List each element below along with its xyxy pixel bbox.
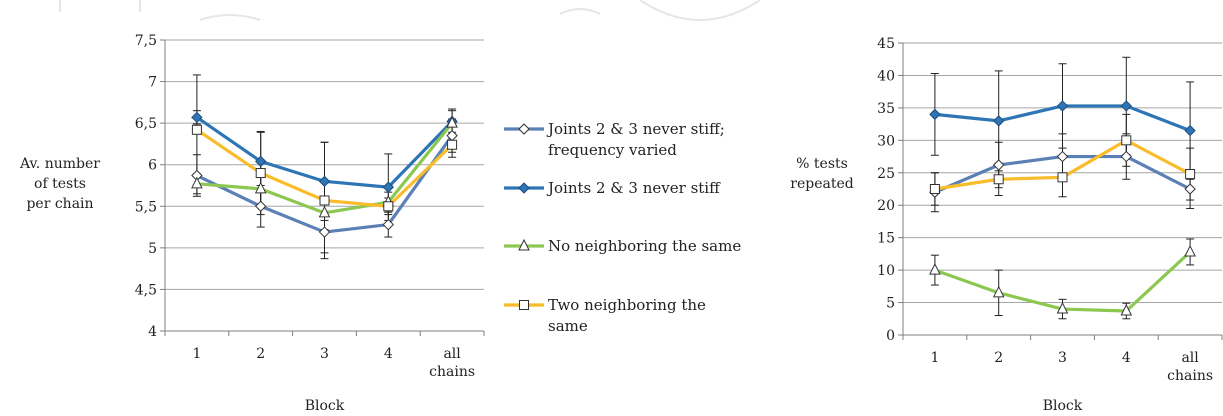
legend: Joints 2 & 3 never stiff; frequency varie… [504, 120, 741, 335]
data-point [1120, 303, 1133, 316]
legend-label: Joints 2 & 3 never stiff [546, 179, 721, 197]
y-tick-label: 30 [877, 133, 895, 149]
legend-item: Two neighboring the same [504, 296, 706, 335]
y-tick-label: 40 [877, 68, 895, 84]
x-axis-title: Block [305, 398, 345, 414]
chart-tests-per-chain: 4 4,5 5 5,5 6 6,5 7 7,5 1 2 3 4 all chains Block Av. nu… [19, 33, 485, 414]
data-point [1120, 150, 1133, 163]
data-point [1184, 183, 1196, 195]
legend-label: Two neighboring the [548, 296, 706, 314]
legend-marker [519, 300, 529, 310]
data-point [254, 181, 267, 194]
y-tick-label: 6,5 [135, 116, 157, 132]
data-point [191, 111, 203, 124]
y-tick-label: 0 [886, 328, 895, 344]
y-tick-label: 4 [148, 324, 157, 340]
legend-item: No neighboring the same [504, 237, 741, 255]
x-tick-label: chains [1167, 368, 1213, 384]
y-tick-label: 4,5 [135, 282, 157, 298]
data-point [929, 184, 940, 194]
y-tick-label: 7,5 [135, 33, 157, 49]
data-point [191, 124, 202, 135]
legend-marker [518, 238, 530, 251]
legend-item: Joints 2 & 3 never stiff [504, 179, 721, 197]
x-tick-label: 1 [930, 350, 939, 366]
x-tick-label: 4 [384, 346, 393, 362]
data-point [993, 174, 1004, 185]
data-point [929, 108, 941, 121]
data-point [255, 168, 266, 179]
x-tick-label: 3 [320, 346, 329, 362]
x-tick-label: all [1181, 350, 1199, 366]
data-point [1057, 172, 1068, 183]
x-tick-label: 4 [1122, 350, 1131, 366]
data-point [1056, 150, 1069, 163]
y-tick-label: 5,5 [135, 199, 157, 215]
data-point [383, 201, 394, 212]
x-tick-label: 2 [256, 346, 265, 362]
y-axis-title: of tests [34, 176, 86, 192]
y-tick-label: 25 [877, 166, 895, 182]
legend-marker [518, 123, 530, 135]
y-tick-label: 6 [148, 158, 157, 174]
data-point [318, 175, 331, 188]
legend-label: same [548, 317, 588, 335]
legend-marker [518, 182, 530, 194]
x-tick-label: all [443, 346, 461, 362]
y-tick-label: 20 [877, 198, 895, 214]
data-point [319, 195, 330, 206]
x-axis-title: Block [1043, 398, 1083, 414]
data-point [191, 176, 203, 189]
data-point [318, 205, 331, 218]
y-tick-label: 10 [877, 263, 895, 279]
data-point [1056, 301, 1069, 314]
x-tick-label: chains [429, 364, 475, 380]
y-tick-label: 35 [877, 101, 895, 117]
data-point [447, 139, 458, 150]
y-axis-title: % tests [796, 156, 848, 172]
data-point [1185, 169, 1196, 180]
data-point [1120, 100, 1133, 112]
y-tick-label: 7 [148, 75, 157, 91]
data-point [992, 285, 1005, 298]
legend-label: No neighboring the same [548, 237, 741, 255]
legend-item: Joints 2 & 3 never stiff; frequency varie… [504, 120, 725, 159]
data-point [1184, 244, 1196, 257]
watermark-decoration [59, 0, 761, 21]
x-tick-label: 1 [192, 346, 201, 362]
data-point [318, 226, 331, 238]
y-tick-label: 15 [877, 231, 895, 247]
data-point [382, 181, 395, 193]
data-point [1056, 100, 1069, 112]
data-point [1121, 135, 1132, 146]
data-point [254, 200, 267, 212]
y-axis-title: Av. number [19, 156, 100, 172]
x-tick-label: 2 [994, 350, 1003, 366]
data-point [382, 218, 395, 231]
y-axis-title: repeated [790, 176, 853, 192]
legend-label: Joints 2 & 3 never stiff; [546, 120, 725, 138]
legend-label: frequency varied [548, 141, 677, 159]
y-tick-label: 45 [877, 36, 895, 52]
y-axis-title: per chain [26, 196, 93, 212]
data-point [992, 159, 1005, 171]
data-point [929, 262, 941, 275]
y-tick-label: 5 [148, 241, 157, 257]
x-tick-label: 3 [1058, 350, 1067, 366]
data-point [446, 116, 458, 128]
chart-tests-repeated: 0 5 10 15 20 25 30 35 40 45 1 2 3 4 all chains Block % te… [790, 36, 1223, 414]
y-tick-label: 5 [886, 296, 895, 312]
data-point [992, 115, 1005, 127]
data-point [254, 155, 267, 168]
data-point [1184, 124, 1196, 137]
